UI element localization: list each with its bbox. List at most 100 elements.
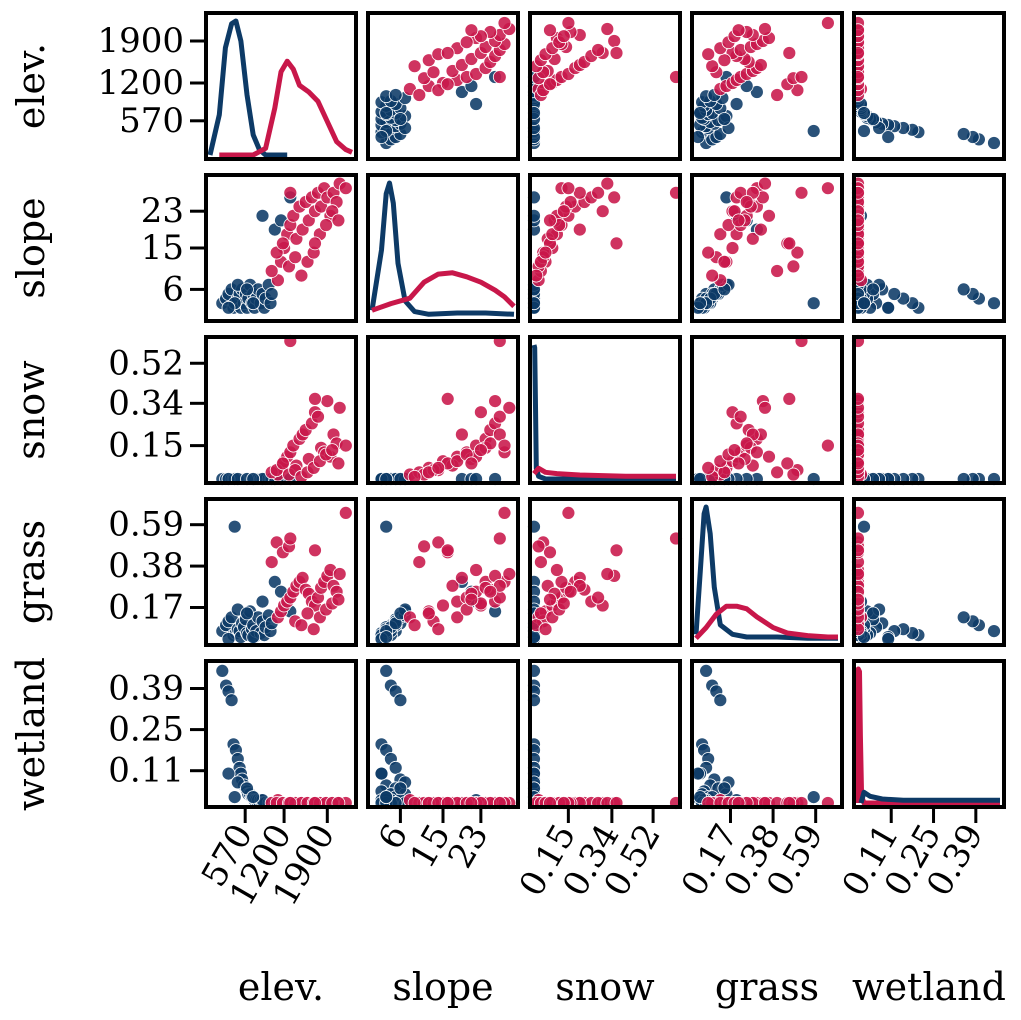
scatter-point-group_b	[550, 563, 564, 577]
x-axis-label: elev.	[238, 965, 324, 1009]
scatter-point-group_b	[459, 35, 474, 50]
scatter-point-group_b	[750, 445, 764, 460]
y-axis-label: elev.	[9, 43, 53, 129]
scatter-point-group_b	[782, 391, 797, 406]
y-tick-label: 0.25	[108, 710, 184, 750]
scatter-point-group_a	[379, 664, 394, 678]
scatter-point-group_a	[806, 790, 821, 804]
scatter-point-group_b	[407, 59, 422, 74]
scatter-point-group_b	[739, 195, 754, 209]
scatter-point-group_b	[473, 443, 488, 458]
panel-frame	[690, 659, 844, 809]
scatter-point-group_a	[699, 664, 713, 678]
scatter-point-group_b	[412, 88, 427, 102]
scatter-point-group_b	[497, 438, 512, 453]
y-axis-label: grass	[9, 520, 53, 624]
scatter-point-group_b	[607, 190, 622, 205]
scatter-point-group_b	[762, 208, 776, 223]
scatter-point-group_b	[483, 436, 498, 451]
scatter-point-group_a	[379, 790, 394, 804]
scatter-point-group_b	[332, 400, 347, 415]
y-tick-label: 0.38	[108, 546, 184, 586]
x-tick-label: 23	[440, 818, 496, 875]
scatter-point-group_b	[717, 53, 732, 68]
scatter-point-group_b	[556, 29, 571, 44]
scatter-point-group_a	[388, 88, 403, 102]
panel-0-0	[204, 11, 358, 161]
scatter-point-group_a	[806, 296, 821, 311]
scatter-point-group_b	[264, 555, 279, 569]
scatter-point-group_b	[311, 409, 325, 424]
scatter-point-group_a	[469, 97, 484, 111]
scatter-point-group_b	[306, 622, 321, 637]
scatter-point-group_a	[987, 296, 1001, 311]
scatter-point-group_b	[609, 46, 624, 60]
panel-3-1	[366, 497, 520, 647]
scatter-point-group_a	[240, 606, 254, 621]
scatter-point-group_b	[454, 427, 469, 442]
y-tick-label: 0.59	[108, 505, 184, 545]
scatter-point-group_a	[987, 136, 1001, 150]
scatter-point-group_b	[600, 567, 615, 581]
panel-3-4	[851, 497, 1006, 647]
scatter-point-group_a	[393, 781, 408, 796]
panel-frame	[366, 497, 520, 647]
panel-frame	[852, 497, 1006, 647]
scatter-point-group_b	[331, 592, 346, 607]
panel-frame	[528, 659, 682, 809]
density-curve-group_a	[207, 18, 288, 158]
scatter-point-group_a	[227, 790, 242, 804]
scatter-point-group_a	[729, 97, 744, 111]
panel-2-4	[851, 334, 1006, 486]
scatter-point-group_a	[215, 664, 230, 678]
scatter-point-group_a	[987, 624, 1001, 638]
panel-frame	[204, 11, 358, 161]
scatter-point-group_b	[269, 535, 284, 550]
y-tick-label: 6	[162, 269, 184, 309]
scatter-point-group_b	[502, 400, 517, 415]
scatter-point-group_a	[806, 124, 821, 138]
scatter-point-group_b	[338, 181, 353, 196]
panel-frame	[690, 173, 844, 323]
scatter-point-group_b	[794, 70, 809, 84]
scatter-point-group_b	[338, 438, 353, 453]
panel-4-4	[852, 659, 1006, 809]
panel-1-0	[204, 173, 358, 323]
scatter-point-group_b	[450, 610, 465, 625]
scatter-point-group_a	[255, 594, 270, 609]
density-curve-group_b	[371, 270, 516, 313]
scatter-point-group_b	[450, 454, 465, 469]
scatter-point-group_b	[770, 88, 784, 102]
scatter-point-group_b	[595, 204, 610, 219]
scatter-point-group_b	[609, 236, 624, 251]
scatter-point-group_b	[701, 245, 716, 260]
panel-0-4	[851, 11, 1006, 161]
scatter-point-group_a	[379, 106, 394, 120]
scatter-point-group_b	[497, 16, 512, 30]
y-tick-label: 0.34	[108, 383, 184, 423]
scatter-point-group_a	[713, 693, 728, 708]
scatter-point-group_b	[264, 264, 279, 278]
scatter-point-group_a	[866, 282, 880, 297]
scatter-point-group_b	[538, 622, 553, 637]
panel-frame	[528, 497, 682, 647]
panel-3-3	[690, 497, 844, 647]
y-tick-label: 570	[119, 101, 184, 141]
scatter-point-group_b	[543, 592, 557, 607]
scatter-point-group_b	[563, 584, 578, 599]
scatter-point-group_b	[701, 460, 716, 475]
scatter-point-group_a	[255, 208, 270, 223]
pairplot-panels	[204, 11, 1006, 810]
scatter-point-group_b	[454, 571, 469, 585]
panel-3-2	[527, 497, 683, 647]
scatter-point-group_b	[705, 59, 720, 74]
scatter-point-group_a	[693, 106, 707, 120]
scatter-point-group_a	[881, 300, 896, 315]
scatter-point-group_a	[881, 130, 896, 144]
y-tick-label: 23	[141, 191, 184, 231]
x-axis-label: grass	[715, 965, 819, 1009]
scatter-point-group_a	[857, 296, 871, 311]
scatter-point-group_b	[440, 46, 455, 60]
scatter-point-group_b	[754, 58, 768, 72]
